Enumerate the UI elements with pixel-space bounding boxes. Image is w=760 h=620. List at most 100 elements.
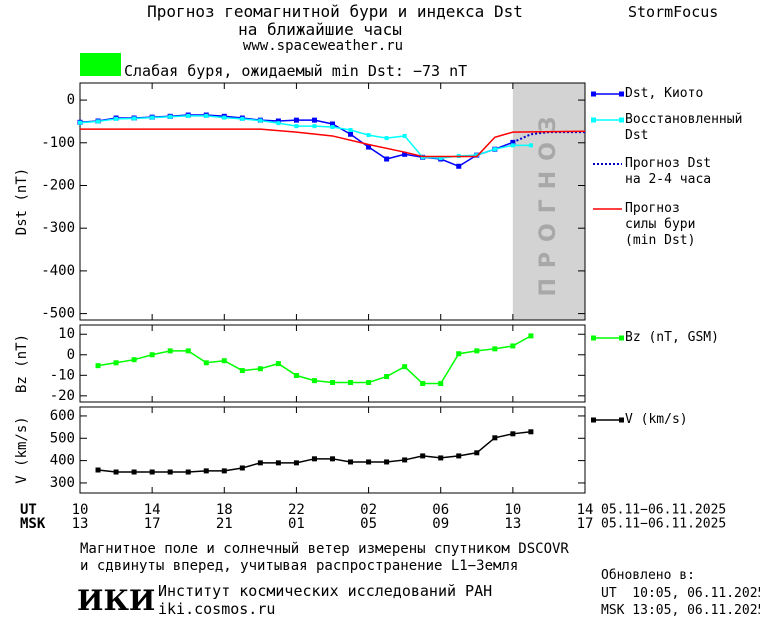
- y-tick-label: 400: [50, 453, 75, 469]
- x-tick-label: 10: [504, 502, 521, 518]
- data-point: [257, 460, 263, 466]
- data-point: [456, 453, 462, 459]
- data-point: [131, 469, 137, 475]
- data-point: [312, 124, 317, 129]
- y-tick-label: -200: [41, 177, 75, 193]
- data-point: [438, 381, 444, 387]
- data-point: [384, 136, 389, 141]
- data-point: [420, 155, 425, 160]
- legend-marker: [619, 335, 624, 341]
- data-point: [330, 121, 335, 127]
- data-point: [203, 360, 209, 366]
- data-point: [330, 124, 335, 129]
- status-text: Слабая буря, ожидаемый min Dst: −73 nT: [124, 62, 468, 80]
- x-tick-label: 17: [577, 516, 594, 532]
- series-line: [79, 114, 514, 168]
- series-line: [97, 335, 532, 385]
- y-tick-label: 0: [67, 347, 75, 363]
- legend-marker: [619, 91, 624, 97]
- legend-label: Dst, Киото: [625, 86, 704, 101]
- data-point: [492, 346, 498, 352]
- data-point: [204, 113, 209, 118]
- status-indicator: [80, 53, 121, 76]
- data-point: [95, 467, 101, 473]
- data-point: [222, 115, 227, 120]
- data-point: [185, 469, 191, 475]
- legend-marker: [619, 117, 624, 123]
- y-tick-label: 300: [50, 475, 75, 491]
- x-tick-label: 09: [432, 516, 449, 532]
- data-point: [96, 119, 101, 124]
- data-point: [492, 435, 498, 441]
- data-point: [293, 460, 299, 466]
- data-point: [311, 456, 317, 462]
- updated-label: Обновлено в:: [601, 568, 695, 583]
- data-point: [402, 364, 408, 370]
- x-tick-label: 17: [144, 516, 161, 532]
- footer-note: Магнитное поле и солнечный ветер измерен…: [80, 541, 569, 557]
- legend-label: Прогноз Dst на 2-4 часа: [625, 156, 712, 187]
- legend-label: Прогноз силы бури (min Dst): [625, 201, 696, 248]
- data-point: [113, 469, 119, 475]
- title: Прогноз геомагнитной бури и индекса Dst: [147, 2, 523, 21]
- data-point: [348, 459, 354, 465]
- data-point: [438, 156, 443, 161]
- y-tick-label: 500: [50, 430, 75, 446]
- x-tick-label: 18: [216, 502, 233, 518]
- data-point: [510, 143, 515, 148]
- data-point: [95, 363, 101, 369]
- legend-marker: [591, 91, 596, 97]
- data-point: [311, 117, 317, 123]
- x-tick-label: 05: [360, 516, 377, 532]
- x-tick-label: 10: [72, 502, 89, 518]
- data-point: [276, 121, 281, 126]
- legend-marker: [619, 417, 624, 423]
- data-point: [239, 465, 245, 471]
- data-point: [366, 144, 372, 150]
- data-point: [239, 368, 245, 374]
- data-point: [384, 459, 390, 465]
- series-line: [97, 431, 531, 473]
- data-point: [528, 143, 533, 148]
- data-point: [384, 374, 390, 380]
- data-point: [167, 469, 173, 475]
- y-tick-label: -100: [41, 135, 75, 151]
- x-tick-label: 06: [432, 502, 449, 518]
- date-range: 05.11−06.11.2025: [601, 517, 726, 532]
- logo: ИКИ: [77, 584, 156, 617]
- data-point: [528, 429, 534, 435]
- plot-frame: [79, 324, 586, 403]
- legend-label: Bz (nT, GSM): [625, 330, 719, 345]
- data-point: [348, 379, 354, 385]
- y-tick-label: 0: [67, 92, 75, 108]
- data-point: [186, 113, 191, 118]
- x-tick-label: 13: [504, 516, 521, 532]
- institute: Институт космических исследований РАН: [158, 582, 493, 600]
- y-tick-label: -400: [41, 263, 75, 279]
- data-point: [113, 360, 119, 366]
- data-point: [456, 351, 462, 357]
- x-tick-label: 13: [72, 516, 89, 532]
- data-point: [221, 468, 227, 474]
- series-line: [80, 128, 586, 158]
- data-point: [402, 457, 408, 463]
- data-point: [474, 348, 480, 354]
- forecast-label: ПРОГНОЗ: [536, 106, 561, 296]
- brand: StormFocus: [628, 3, 719, 21]
- y-axis-label: V (km/s): [14, 416, 30, 483]
- data-point: [167, 348, 173, 354]
- series-line: [512, 131, 585, 144]
- data-point: [402, 133, 407, 138]
- data-point: [185, 348, 191, 354]
- data-point: [348, 127, 353, 132]
- data-point: [132, 116, 137, 121]
- y-tick-label: -500: [41, 306, 75, 322]
- series-line: [79, 115, 531, 159]
- data-point: [330, 456, 335, 462]
- data-point: [275, 460, 281, 466]
- x-row-name: MSK: [20, 516, 46, 532]
- data-point: [240, 116, 245, 121]
- data-point: [203, 468, 209, 474]
